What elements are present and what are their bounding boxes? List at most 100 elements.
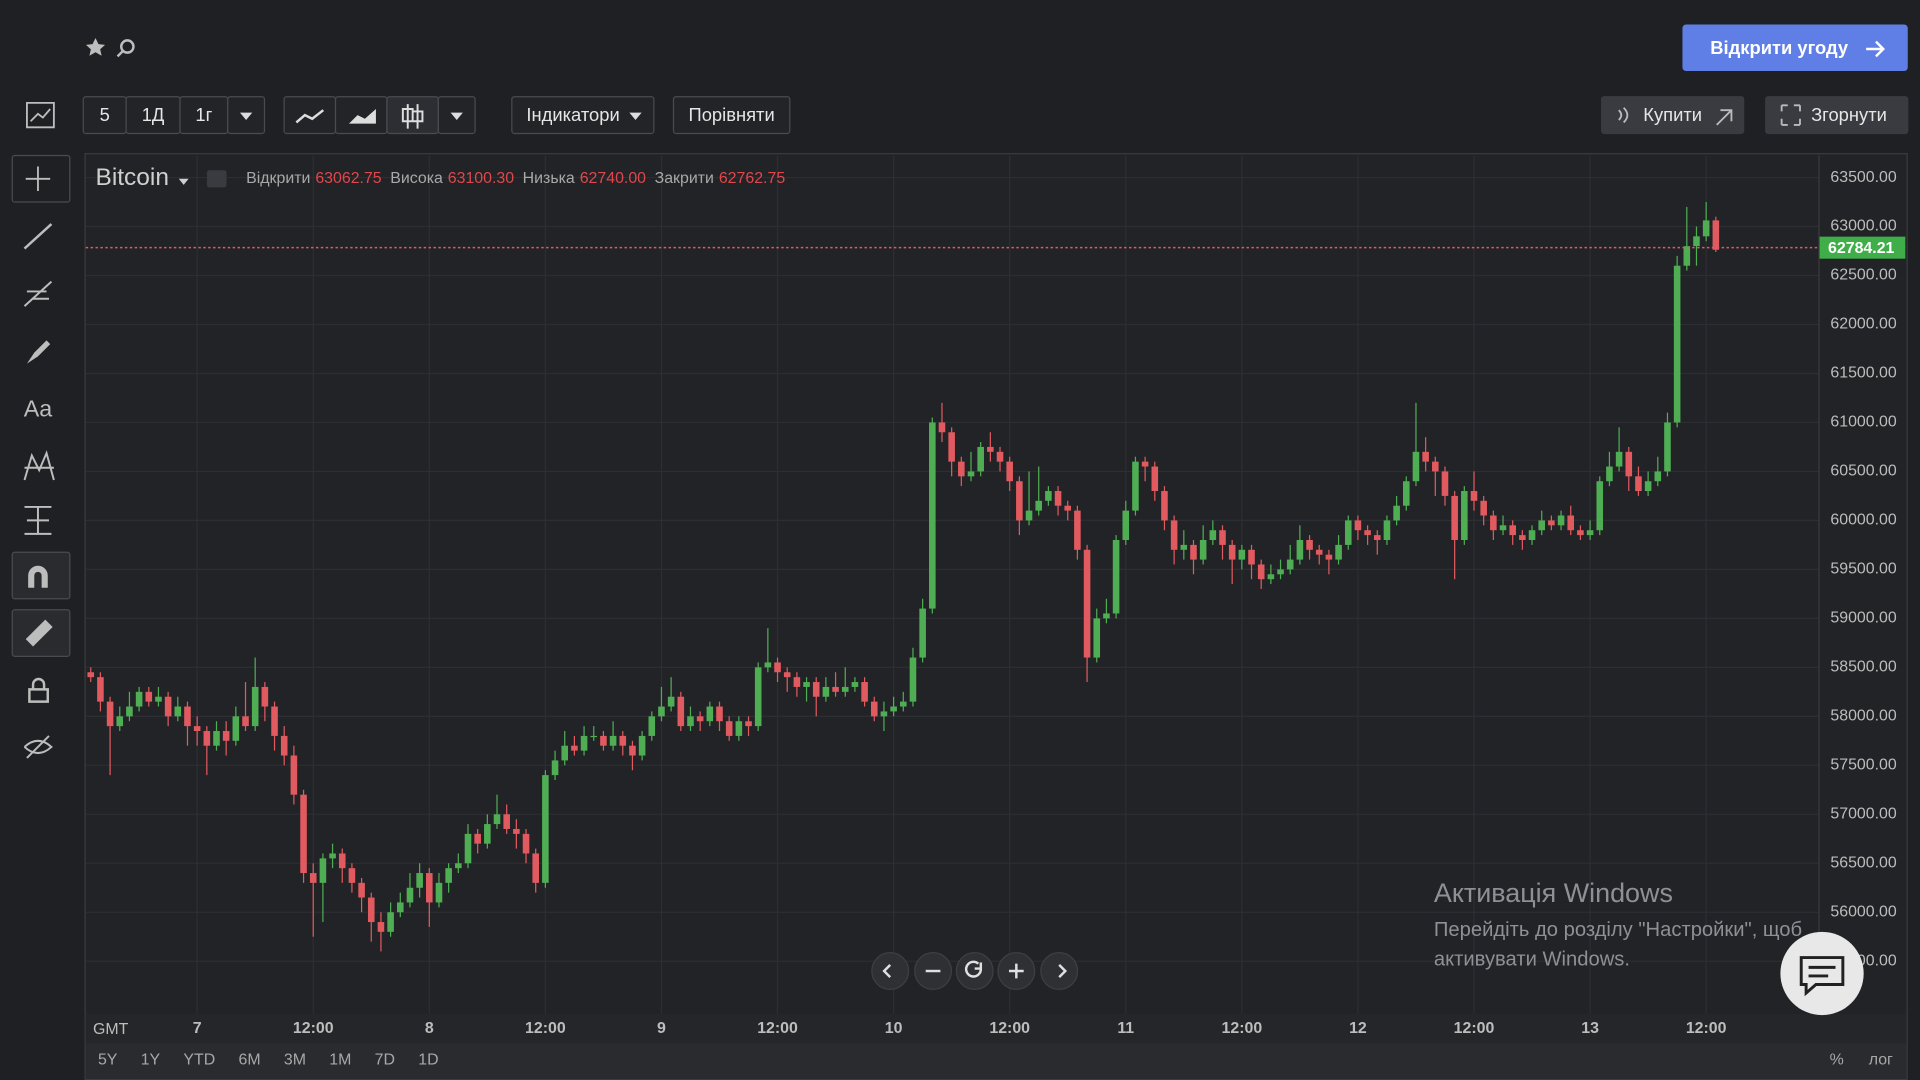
chat-button[interactable] xyxy=(1780,931,1864,1016)
tool-fib[interactable] xyxy=(23,280,53,307)
chat-icon[interactable] xyxy=(1799,956,1845,997)
chart-type-button[interactable] xyxy=(283,96,337,135)
nav-icon[interactable] xyxy=(882,964,892,979)
candle-body xyxy=(938,422,946,433)
candle-body xyxy=(338,853,346,869)
candle-body xyxy=(870,701,878,717)
candle-body xyxy=(1644,481,1652,492)
tool-pattern[interactable] xyxy=(23,450,55,481)
candle-body xyxy=(493,814,501,825)
range-button[interactable]: 1Y xyxy=(141,1052,161,1069)
tool-crosshair[interactable] xyxy=(25,166,51,192)
y-tick-label: 62500.00 xyxy=(1830,267,1896,284)
compare-button[interactable] xyxy=(672,96,791,135)
candle-body xyxy=(822,686,830,697)
candle-body xyxy=(745,721,752,727)
candle-body xyxy=(1577,530,1584,536)
nav-icon[interactable] xyxy=(1058,964,1068,979)
current-price-label: 62784.21 xyxy=(1828,240,1894,257)
candle-body xyxy=(929,422,936,609)
candle-body xyxy=(1180,544,1188,550)
compare-button-label[interactable]: Порівняти xyxy=(689,104,775,125)
nav-icon[interactable] xyxy=(1008,963,1024,979)
scale-option[interactable]: лог xyxy=(1869,1052,1893,1069)
candle-body xyxy=(155,696,162,702)
symbol-name[interactable]: Bitcoin xyxy=(96,164,169,191)
nav-button[interactable] xyxy=(871,952,910,990)
tool-hide[interactable] xyxy=(23,735,53,759)
range-button[interactable]: 1M xyxy=(329,1052,351,1069)
candle-body xyxy=(1325,554,1333,560)
nav-button[interactable] xyxy=(955,952,994,990)
chart-type-button[interactable] xyxy=(334,96,388,135)
range-button[interactable]: 5Y xyxy=(98,1052,118,1069)
open-trade-label[interactable]: Відкрити угоду xyxy=(1710,37,1849,58)
tool-line[interactable] xyxy=(23,223,53,250)
candle-body xyxy=(106,701,114,727)
candle-body xyxy=(1693,236,1700,247)
candle-body xyxy=(1654,471,1662,482)
range-button[interactable]: 6M xyxy=(239,1052,261,1069)
candle-body xyxy=(880,711,888,717)
y-tick-label: 61500.00 xyxy=(1830,365,1896,382)
tool-text[interactable]: Aa xyxy=(24,395,53,421)
candle-body xyxy=(1083,549,1091,658)
candle-body xyxy=(1364,530,1371,536)
candle-body xyxy=(600,735,607,746)
candle-body xyxy=(696,716,704,722)
interval-button-label[interactable]: 5 xyxy=(100,104,110,125)
candle-body xyxy=(319,858,327,883)
tool-magnet-box[interactable] xyxy=(11,551,71,600)
interval-button-label[interactable]: 1г xyxy=(195,104,212,125)
candle-body xyxy=(87,672,95,678)
candle-body xyxy=(1548,520,1555,526)
candle-body xyxy=(1499,525,1507,531)
candle-body xyxy=(706,706,714,722)
interval-button-label[interactable]: 1Д xyxy=(142,104,165,125)
candles: 62784.21 xyxy=(85,202,1906,952)
nav-button[interactable] xyxy=(1040,952,1079,990)
indicators-button[interactable] xyxy=(511,96,655,135)
candle-body xyxy=(445,868,452,883)
range-button[interactable]: 7D xyxy=(375,1052,395,1069)
candle-body xyxy=(638,735,646,756)
tool-cursor-box[interactable] xyxy=(11,154,71,203)
candle-body xyxy=(1683,246,1691,266)
candle-body xyxy=(1509,525,1516,536)
range-button[interactable]: 1D xyxy=(418,1052,438,1069)
tool-measure[interactable] xyxy=(24,505,52,535)
candle-body xyxy=(1315,549,1323,555)
tool-magnet[interactable] xyxy=(28,565,48,588)
x-tick-label: 12:00 xyxy=(293,1020,334,1037)
legend-value: 62740.00 xyxy=(580,170,646,187)
favorite-icon[interactable] xyxy=(85,37,106,56)
candle-body xyxy=(1267,574,1275,580)
candle-body xyxy=(348,868,356,883)
search-icon[interactable] xyxy=(120,39,135,54)
scale-option[interactable]: % xyxy=(1830,1052,1844,1069)
candle-body xyxy=(1635,476,1642,492)
buy-button-label[interactable]: Купити xyxy=(1643,104,1702,125)
area-chart-icon xyxy=(348,108,376,124)
range-button[interactable]: YTD xyxy=(183,1052,215,1069)
candle-body xyxy=(1219,530,1226,545)
tool-lock[interactable] xyxy=(28,677,49,703)
candle-body xyxy=(329,853,336,859)
tool-brush[interactable] xyxy=(26,340,51,364)
range-button[interactable]: 3M xyxy=(284,1052,306,1069)
tool-ruler[interactable] xyxy=(25,619,53,647)
candle-body xyxy=(1673,265,1681,423)
collapse-button[interactable] xyxy=(1765,96,1909,135)
y-tick-label: 61000.00 xyxy=(1830,414,1896,431)
candle-body xyxy=(1238,549,1246,560)
candle-body xyxy=(977,446,984,472)
collapse-button-label[interactable]: Згорнути xyxy=(1811,104,1887,125)
buy-button[interactable] xyxy=(1601,96,1745,135)
indicators-button-label[interactable]: Індикатори xyxy=(526,104,619,125)
candle-body xyxy=(774,662,781,673)
open-trade-button[interactable] xyxy=(1682,24,1908,72)
candle-body xyxy=(1286,559,1294,570)
nav-icon[interactable] xyxy=(965,960,983,978)
candle-body xyxy=(474,833,481,844)
